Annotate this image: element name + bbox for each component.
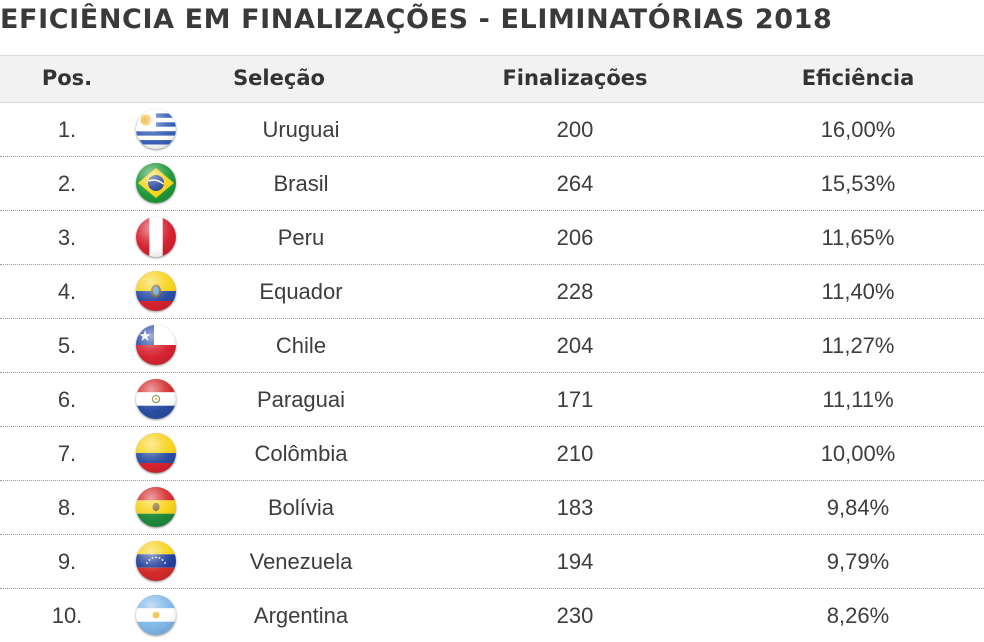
row-team: Colômbia <box>254 441 348 466</box>
table-row: 8. Bolívia 183 9,84% <box>0 481 984 535</box>
uruguay-flag-icon <box>136 109 176 149</box>
table-row: 5. Chile 204 11,27% <box>0 319 984 373</box>
brazil-flag-icon <box>136 163 176 203</box>
row-shots: 200 <box>556 117 594 142</box>
header-shots: Finalizações <box>502 66 648 90</box>
row-team: Chile <box>275 333 327 358</box>
header-pos: Pos. <box>41 66 93 90</box>
venezuela-flag-icon <box>136 541 176 581</box>
row-shots: 171 <box>556 387 594 412</box>
colombia-flag-icon <box>136 433 176 473</box>
row-pos: 3. <box>57 225 77 250</box>
row-team: Brasil <box>273 171 329 196</box>
table-header: Pos. Seleção Finalizações Eficiência <box>0 55 984 103</box>
row-pos: 7. <box>57 441 77 466</box>
row-efficiency: 11,65% <box>821 225 895 250</box>
ecuador-flag-icon <box>136 271 176 311</box>
row-shots: 264 <box>556 171 594 196</box>
row-efficiency: 8,26% <box>826 603 890 628</box>
row-efficiency: 11,40% <box>821 279 895 304</box>
argentina-flag-icon <box>136 595 176 635</box>
row-shots: 194 <box>556 549 594 574</box>
row-shots: 206 <box>556 225 594 250</box>
row-efficiency: 11,27% <box>821 333 895 358</box>
row-team: Bolívia <box>267 495 335 520</box>
table-row: 9. Venezuela 194 9,79% <box>0 535 984 589</box>
table-row: 6. Paraguai 171 11,11% <box>0 373 984 427</box>
row-team: Venezuela <box>249 549 353 574</box>
row-efficiency: 15,53% <box>820 171 896 196</box>
row-pos: 6. <box>57 387 77 412</box>
row-shots: 183 <box>556 495 594 520</box>
row-efficiency: 9,84% <box>826 495 890 520</box>
row-pos: 9. <box>57 549 77 574</box>
paraguay-flag-icon <box>136 379 176 419</box>
row-team: Peru <box>277 225 325 250</box>
row-shots: 228 <box>556 279 594 304</box>
table-row: 3. Peru 206 11,65% <box>0 211 984 265</box>
row-efficiency: 16,00% <box>820 117 896 142</box>
header-efficiency: Eficiência <box>801 66 915 90</box>
table-row: 4. Equador 228 11,40% <box>0 265 984 319</box>
row-efficiency: 10,00% <box>820 441 896 466</box>
row-pos: 5. <box>57 333 77 358</box>
row-pos: 4. <box>57 279 77 304</box>
row-efficiency: 11,11% <box>822 387 894 412</box>
row-pos: 1. <box>57 117 77 142</box>
row-pos: 8. <box>57 495 77 520</box>
row-shots: 210 <box>556 441 594 466</box>
row-team: Argentina <box>253 603 349 628</box>
bolivia-flag-icon <box>136 487 176 527</box>
row-efficiency: 9,79% <box>826 549 890 574</box>
table-row: 10. Argentina 230 8,26% <box>0 589 984 642</box>
row-team: Equador <box>259 279 343 304</box>
chile-flag-icon <box>136 325 176 365</box>
table-row: 7. Colômbia 210 10,00% <box>0 427 984 481</box>
table-row: 1. Uruguai 200 16,00% <box>0 103 984 157</box>
row-shots: 204 <box>556 333 594 358</box>
table-row: 2. Brasil 264 15,53% <box>0 157 984 211</box>
row-pos: 2. <box>57 171 77 196</box>
efficiency-table: Pos. Seleção Finalizações Eficiência 1. … <box>0 55 984 642</box>
page-title: EFICIÊNCIA EM FINALIZAÇÕES - ELIMINATÓRI… <box>0 4 833 35</box>
row-pos: 10. <box>51 603 83 628</box>
peru-flag-icon <box>136 217 176 257</box>
row-team: Uruguai <box>262 117 340 142</box>
header-team: Seleção <box>233 66 325 90</box>
row-team: Paraguai <box>256 387 346 412</box>
row-shots: 230 <box>556 603 594 628</box>
